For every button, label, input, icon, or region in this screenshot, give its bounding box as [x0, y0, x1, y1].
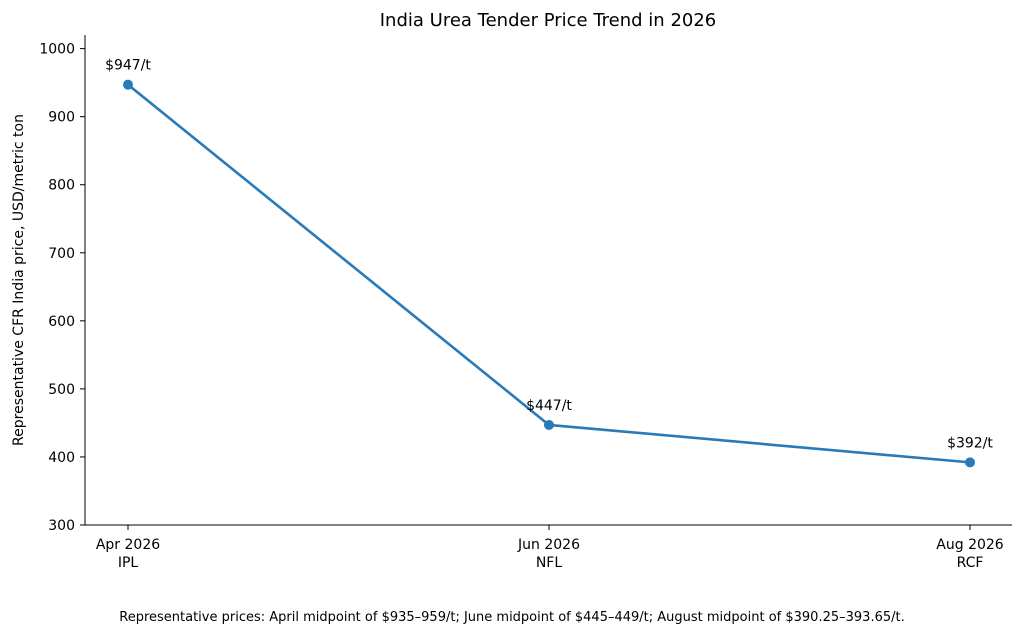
y-tick-label: 400	[48, 450, 75, 466]
footnote: Representative prices: April midpoint of…	[119, 610, 904, 625]
x-tick-label: Jun 2026	[517, 537, 580, 553]
y-tick-label: 1000	[39, 42, 75, 58]
y-tick-label: 800	[48, 178, 75, 194]
data-labels: $947/t $447/t $392/t	[105, 58, 993, 452]
series-group	[123, 79, 975, 468]
data-label: $392/t	[947, 435, 993, 451]
x-ticks: Apr 2026 IPL Jun 2026 NFL Aug 2026 RCF	[96, 525, 1004, 571]
y-tick-label: 600	[48, 314, 75, 330]
data-label: $447/t	[526, 398, 572, 414]
chart-title: India Urea Tender Price Trend in 2026	[380, 10, 717, 31]
y-tick-label: 900	[48, 110, 75, 126]
x-tick-label: Aug 2026	[936, 537, 1004, 553]
x-tick-label: Apr 2026	[96, 537, 160, 553]
data-label: $947/t	[105, 58, 151, 74]
x-tick-sublabel: NFL	[536, 555, 563, 571]
y-axis-label: Representative CFR India price, USD/metr…	[11, 114, 27, 446]
y-ticks: 300 400 500 600 700 800 900 1000	[39, 42, 85, 534]
y-tick-label: 700	[48, 246, 75, 262]
y-tick-label: 500	[48, 382, 75, 398]
data-point	[544, 419, 554, 430]
x-tick-sublabel: RCF	[957, 555, 984, 571]
x-tick-sublabel: IPL	[118, 555, 139, 571]
data-point	[123, 79, 133, 90]
data-point	[965, 457, 975, 468]
y-tick-label: 300	[48, 518, 75, 534]
